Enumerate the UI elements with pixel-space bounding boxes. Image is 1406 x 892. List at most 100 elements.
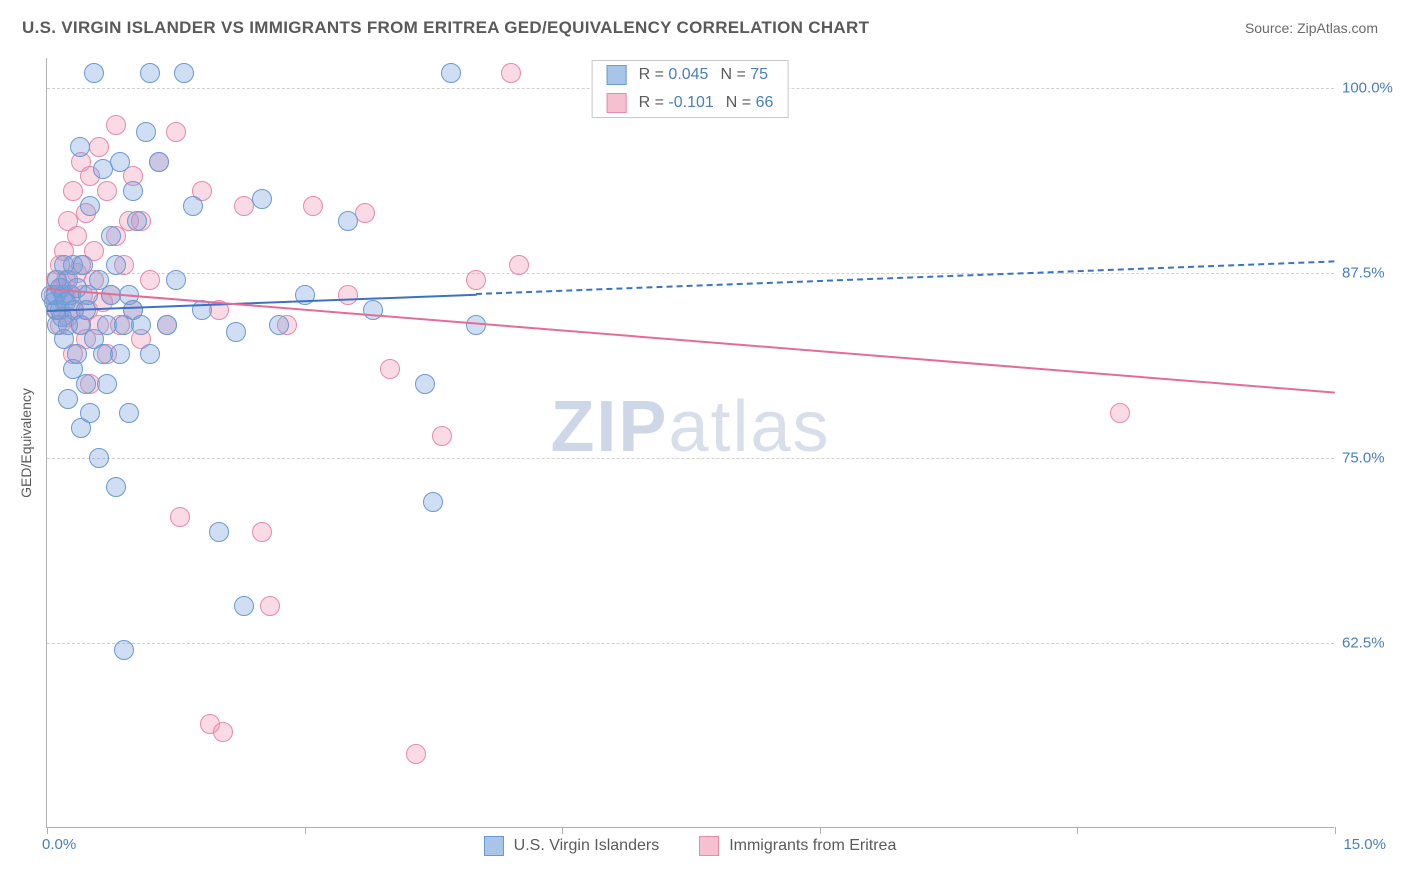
data-point — [136, 122, 156, 142]
data-point — [101, 226, 121, 246]
data-point — [110, 152, 130, 172]
data-point — [70, 137, 90, 157]
data-point — [140, 63, 160, 83]
data-point — [338, 211, 358, 231]
data-point — [119, 403, 139, 423]
data-point — [76, 374, 96, 394]
y-tick-label: 87.5% — [1342, 264, 1385, 281]
chart-source: Source: ZipAtlas.com — [1245, 20, 1378, 36]
gridline — [47, 273, 1334, 274]
legend-item-1: U.S. Virgin Islanders — [484, 836, 660, 856]
data-point — [174, 63, 194, 83]
data-point — [106, 477, 126, 497]
data-point — [58, 389, 78, 409]
x-tick — [1077, 827, 1078, 834]
data-point — [226, 322, 246, 342]
watermark-atlas: atlas — [668, 387, 830, 467]
correlation-legend: R = 0.045 N = 75 R = -0.101 N = 66 — [592, 60, 789, 118]
r-label: R = 0.045 — [639, 66, 709, 84]
data-point — [63, 181, 83, 201]
data-point — [80, 196, 100, 216]
watermark-zip: ZIP — [550, 387, 668, 467]
data-point — [110, 344, 130, 364]
data-point — [106, 255, 126, 275]
n-label: N = 75 — [720, 66, 768, 84]
plot-container: GED/Equivalency ZIPatlas 0.0% 15.0% R = … — [46, 58, 1334, 828]
gridline — [47, 643, 1334, 644]
data-point — [432, 426, 452, 446]
chart-header: U.S. VIRGIN ISLANDER VS IMMIGRANTS FROM … — [0, 0, 1406, 38]
data-point — [213, 722, 233, 742]
legend-label-2: Immigrants from Eritrea — [729, 837, 896, 855]
legend-label-1: U.S. Virgin Islanders — [514, 837, 660, 855]
data-point — [234, 596, 254, 616]
legend-item-2: Immigrants from Eritrea — [699, 836, 896, 856]
x-tick-max: 15.0% — [1343, 836, 1386, 853]
r-value-1: 0.045 — [668, 66, 708, 83]
data-point — [73, 255, 93, 275]
x-tick — [820, 827, 821, 834]
trend-line — [476, 261, 1335, 296]
data-point — [157, 315, 177, 335]
y-tick-label: 100.0% — [1342, 79, 1393, 96]
legend-row-series-1: R = 0.045 N = 75 — [593, 61, 788, 89]
y-axis-label: GED/Equivalency — [18, 388, 34, 498]
data-point — [114, 640, 134, 660]
data-point — [140, 270, 160, 290]
data-point — [406, 744, 426, 764]
x-tick — [47, 827, 48, 834]
watermark: ZIPatlas — [550, 386, 830, 468]
data-point — [123, 181, 143, 201]
x-tick — [1335, 827, 1336, 834]
legend-swatch-1 — [484, 836, 504, 856]
data-point — [303, 196, 323, 216]
x-tick — [305, 827, 306, 834]
y-tick-label: 62.5% — [1342, 634, 1385, 651]
r-label: R = -0.101 — [639, 94, 714, 112]
data-point — [260, 596, 280, 616]
series-legend: U.S. Virgin Islanders Immigrants from Er… — [46, 836, 1334, 856]
data-point — [67, 344, 87, 364]
data-point — [106, 115, 126, 135]
data-point — [127, 211, 147, 231]
plot-area: ZIPatlas — [46, 58, 1334, 828]
data-point — [209, 522, 229, 542]
data-point — [89, 137, 109, 157]
data-point — [131, 315, 151, 335]
data-point — [89, 448, 109, 468]
n-value-1: 75 — [750, 66, 768, 83]
data-point — [415, 374, 435, 394]
data-point — [441, 63, 461, 83]
n-value-2: 66 — [756, 94, 774, 111]
data-point — [170, 507, 190, 527]
data-point — [183, 196, 203, 216]
data-point — [166, 122, 186, 142]
data-point — [140, 344, 160, 364]
x-tick — [562, 827, 563, 834]
data-point — [252, 189, 272, 209]
data-point — [423, 492, 443, 512]
data-point — [338, 285, 358, 305]
data-point — [466, 270, 486, 290]
data-point — [380, 359, 400, 379]
legend-swatch-2 — [699, 836, 719, 856]
data-point — [149, 152, 169, 172]
legend-row-series-2: R = -0.101 N = 66 — [593, 89, 788, 117]
r-value-2: -0.101 — [668, 94, 713, 111]
data-point — [80, 403, 100, 423]
data-point — [1110, 403, 1130, 423]
data-point — [97, 374, 117, 394]
data-point — [252, 522, 272, 542]
y-tick-label: 75.0% — [1342, 449, 1385, 466]
data-point — [501, 63, 521, 83]
n-label: N = 66 — [726, 94, 774, 112]
data-point — [509, 255, 529, 275]
data-point — [166, 270, 186, 290]
chart-title: U.S. VIRGIN ISLANDER VS IMMIGRANTS FROM … — [22, 18, 869, 38]
gridline — [47, 458, 1334, 459]
data-point — [67, 226, 87, 246]
data-point — [355, 203, 375, 223]
swatch-series-2 — [607, 93, 627, 113]
data-point — [269, 315, 289, 335]
data-point — [97, 181, 117, 201]
